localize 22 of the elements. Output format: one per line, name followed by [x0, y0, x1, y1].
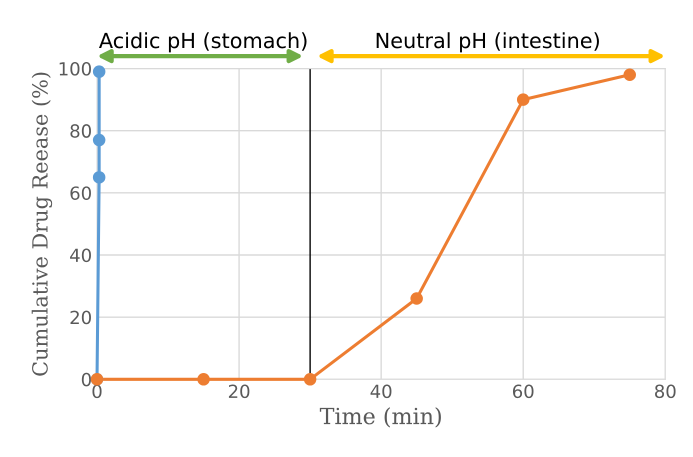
- y-tick-label: 0: [82, 372, 91, 386]
- point: [516, 93, 530, 106]
- x-tick-label: 20: [228, 384, 250, 398]
- y-tick-label: 20: [70, 310, 91, 324]
- text: Neutral pH (intestine): [376, 32, 599, 52]
- point: [410, 292, 423, 305]
- y-axis-title: Cumulative Drug Reease (%): [32, 72, 52, 376]
- text: Acidic pH (stomach): [98, 32, 307, 52]
- point: [92, 171, 106, 184]
- x-tick-label: 40: [370, 384, 392, 398]
- x-tick-label: 60: [512, 384, 534, 398]
- y-tick-label: 80: [70, 124, 91, 138]
- x-tick-label: 80: [655, 384, 676, 398]
- y-tick-label: 100: [60, 62, 91, 76]
- y-tick-label: 60: [70, 186, 91, 200]
- y-tick-label: 40: [70, 248, 91, 262]
- point: [304, 373, 316, 386]
- point: [92, 134, 106, 146]
- point: [624, 68, 636, 82]
- point: [197, 373, 210, 386]
- point: [92, 65, 106, 78]
- x-axis-title: Time (min): [320, 407, 441, 428]
